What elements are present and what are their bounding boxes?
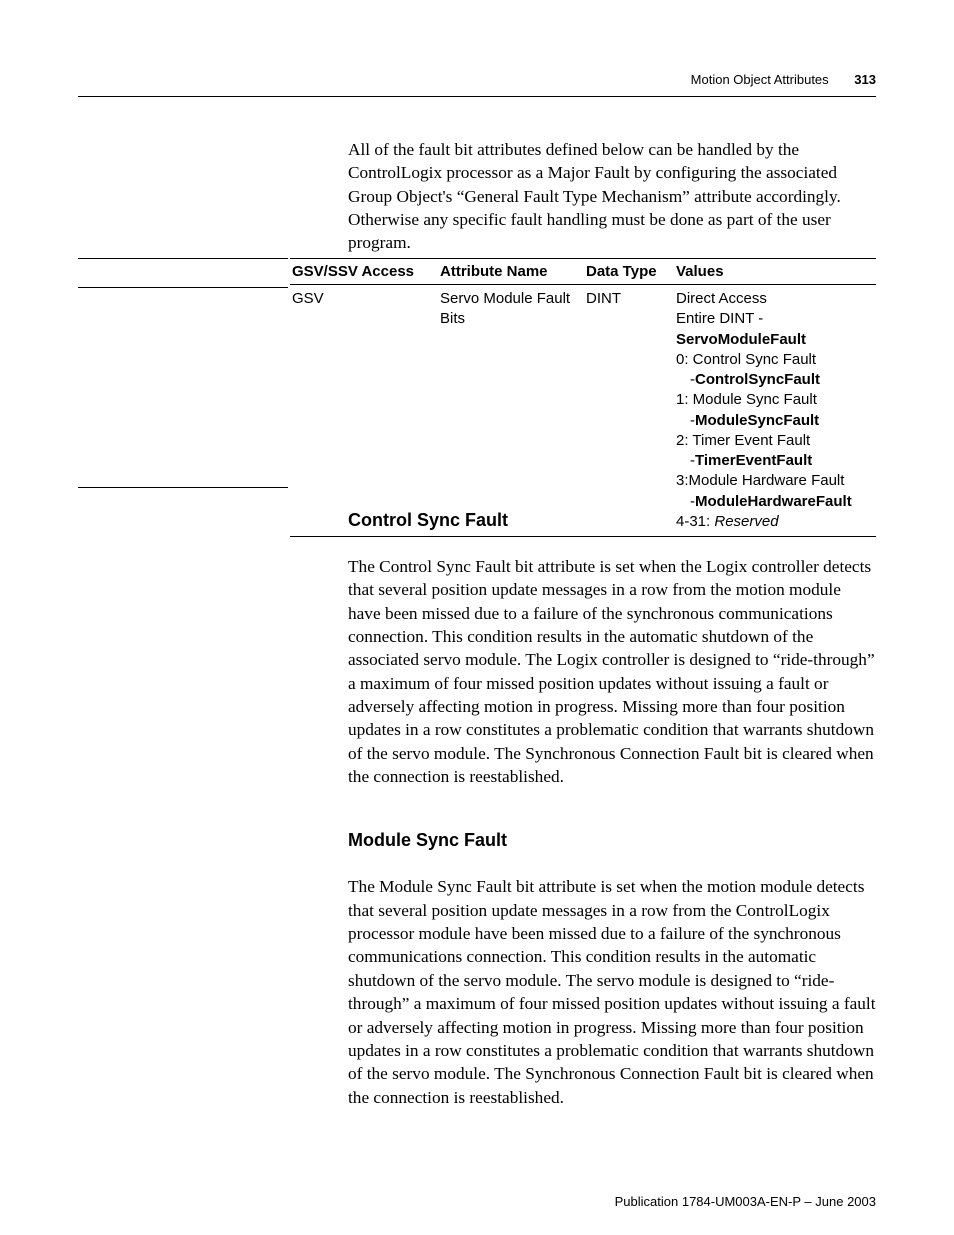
val-bit1-bold: ModuleSyncFault <box>695 412 819 429</box>
val-entire-bold: ServoModuleFault <box>676 331 806 348</box>
val-entire: Entire DINT - ServoModuleFault <box>676 309 868 350</box>
attribute-table: GSV/SSV Access Attribute Name Data Type … <box>290 258 876 537</box>
table-left-rule-mid <box>78 287 288 288</box>
val-bit2-sym: TimerEventFault <box>676 451 868 471</box>
val-bit3-sym: ModuleHardwareFault <box>676 492 868 512</box>
table-header-row: GSV/SSV Access Attribute Name Data Type … <box>290 259 876 285</box>
val-bit0-sym: ControlSyncFault <box>676 370 868 390</box>
val-bit2: 2: Timer Event Fault <box>676 431 868 451</box>
cell-attrname: Servo Module Fault Bits <box>438 285 584 537</box>
page-number: 313 <box>854 72 876 87</box>
val-direct: Direct Access <box>676 289 868 309</box>
running-title: Motion Object Attributes <box>691 72 829 87</box>
table-left-rule-top <box>78 258 288 259</box>
header-rule <box>78 96 876 97</box>
val-bit3-bold: ModuleHardwareFault <box>695 493 852 510</box>
val-entire-prefix: Entire DINT - <box>676 310 763 327</box>
cell-datatype: DINT <box>584 285 674 537</box>
val-bit0-bold: ControlSyncFault <box>695 371 820 388</box>
col-header-datatype: Data Type <box>584 259 674 285</box>
val-bit1: 1: Module Sync Fault <box>676 390 868 410</box>
table-left-rule-bottom <box>78 487 288 488</box>
section1-body: The Control Sync Fault bit attribute is … <box>348 555 876 788</box>
section-gap <box>348 806 876 830</box>
table-row: GSV Servo Module Fault Bits DINT Direct … <box>290 285 876 537</box>
cell-values: Direct Access Entire DINT - ServoModuleF… <box>674 285 876 537</box>
attribute-table-wrap: GSV/SSV Access Attribute Name Data Type … <box>290 258 876 537</box>
page-container: Motion Object Attributes 313 All of the … <box>0 0 954 1235</box>
val-bit2-bold: TimerEventFault <box>695 452 812 469</box>
val-bit1-sym: ModuleSyncFault <box>676 411 868 431</box>
cell-access: GSV <box>290 285 438 537</box>
col-header-attrname: Attribute Name <box>438 259 584 285</box>
footer-pubref: Publication 1784-UM003A-EN-P – June 2003 <box>615 1194 876 1209</box>
col-header-access: GSV/SSV Access <box>290 259 438 285</box>
sections-block: Control Sync Fault The Control Sync Faul… <box>348 510 876 1127</box>
running-head: Motion Object Attributes 313 <box>691 72 876 87</box>
col-header-values: Values <box>674 259 876 285</box>
section2-title: Module Sync Fault <box>348 830 876 851</box>
val-bit0: 0: Control Sync Fault <box>676 350 868 370</box>
intro-paragraph: All of the fault bit attributes defined … <box>348 138 876 255</box>
val-bit3: 3:Module Hardware Fault <box>676 471 868 491</box>
section1-title: Control Sync Fault <box>348 510 876 531</box>
section2-body: The Module Sync Fault bit attribute is s… <box>348 875 876 1108</box>
intro-block: All of the fault bit attributes defined … <box>348 138 876 273</box>
